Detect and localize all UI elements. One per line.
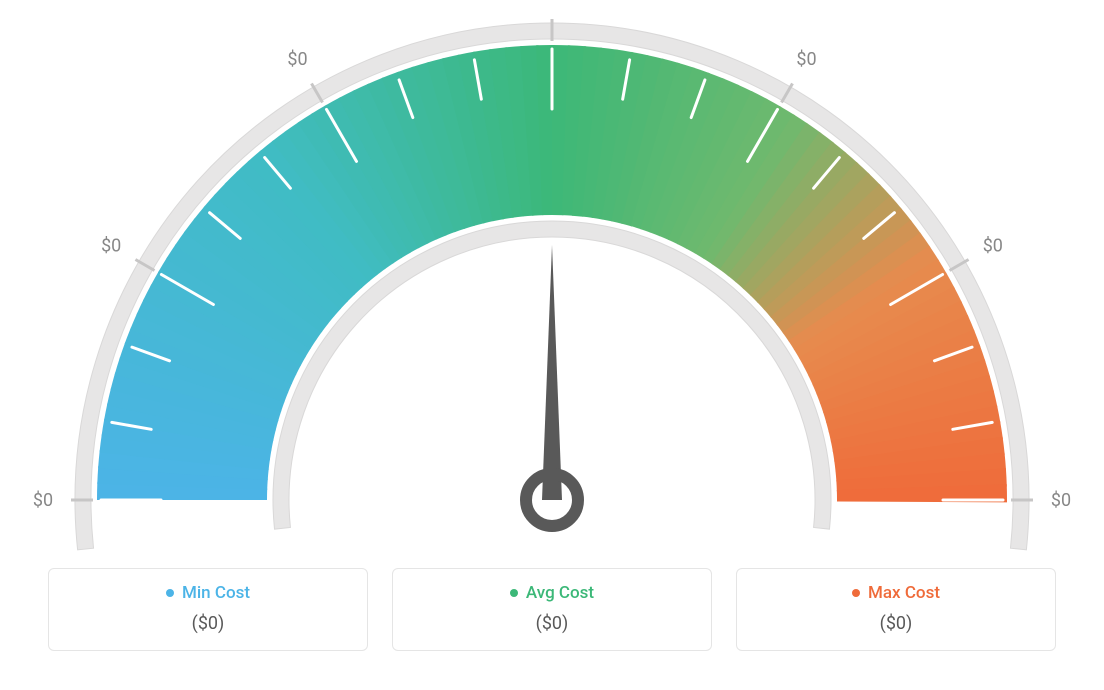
legend-card-avg: Avg Cost ($0) <box>392 568 712 651</box>
legend-value-max: ($0) <box>753 613 1039 634</box>
gauge-chart: $0 $0 $0 $0 $0 $0 $0 <box>0 0 1104 560</box>
legend-label-text: Max Cost <box>868 583 940 603</box>
gauge-needle <box>542 245 562 500</box>
gauge-tick-label: $0 <box>287 49 307 70</box>
gauge-tick-label: $0 <box>542 0 562 2</box>
dot-icon <box>166 589 174 597</box>
dot-icon <box>510 589 518 597</box>
legend-label-avg: Avg Cost <box>409 583 695 603</box>
legend-row: Min Cost ($0) Avg Cost ($0) Max Cost ($0… <box>0 568 1104 651</box>
legend-value-min: ($0) <box>65 613 351 634</box>
legend-label-min: Min Cost <box>65 583 351 603</box>
legend-label-max: Max Cost <box>753 583 1039 603</box>
legend-label-text: Avg Cost <box>526 583 594 603</box>
legend-card-max: Max Cost ($0) <box>736 568 1056 651</box>
legend-value-avg: ($0) <box>409 613 695 634</box>
dot-icon <box>852 589 860 597</box>
gauge-tick-label: $0 <box>796 49 816 70</box>
gauge-tick-label: $0 <box>983 236 1003 257</box>
gauge-container: $0 $0 $0 $0 $0 $0 $0 <box>0 0 1104 560</box>
gauge-tick-label: $0 <box>101 236 121 257</box>
legend-label-text: Min Cost <box>182 583 250 603</box>
legend-card-min: Min Cost ($0) <box>48 568 368 651</box>
gauge-tick-label: $0 <box>33 490 53 511</box>
gauge-tick-label: $0 <box>1051 490 1071 511</box>
